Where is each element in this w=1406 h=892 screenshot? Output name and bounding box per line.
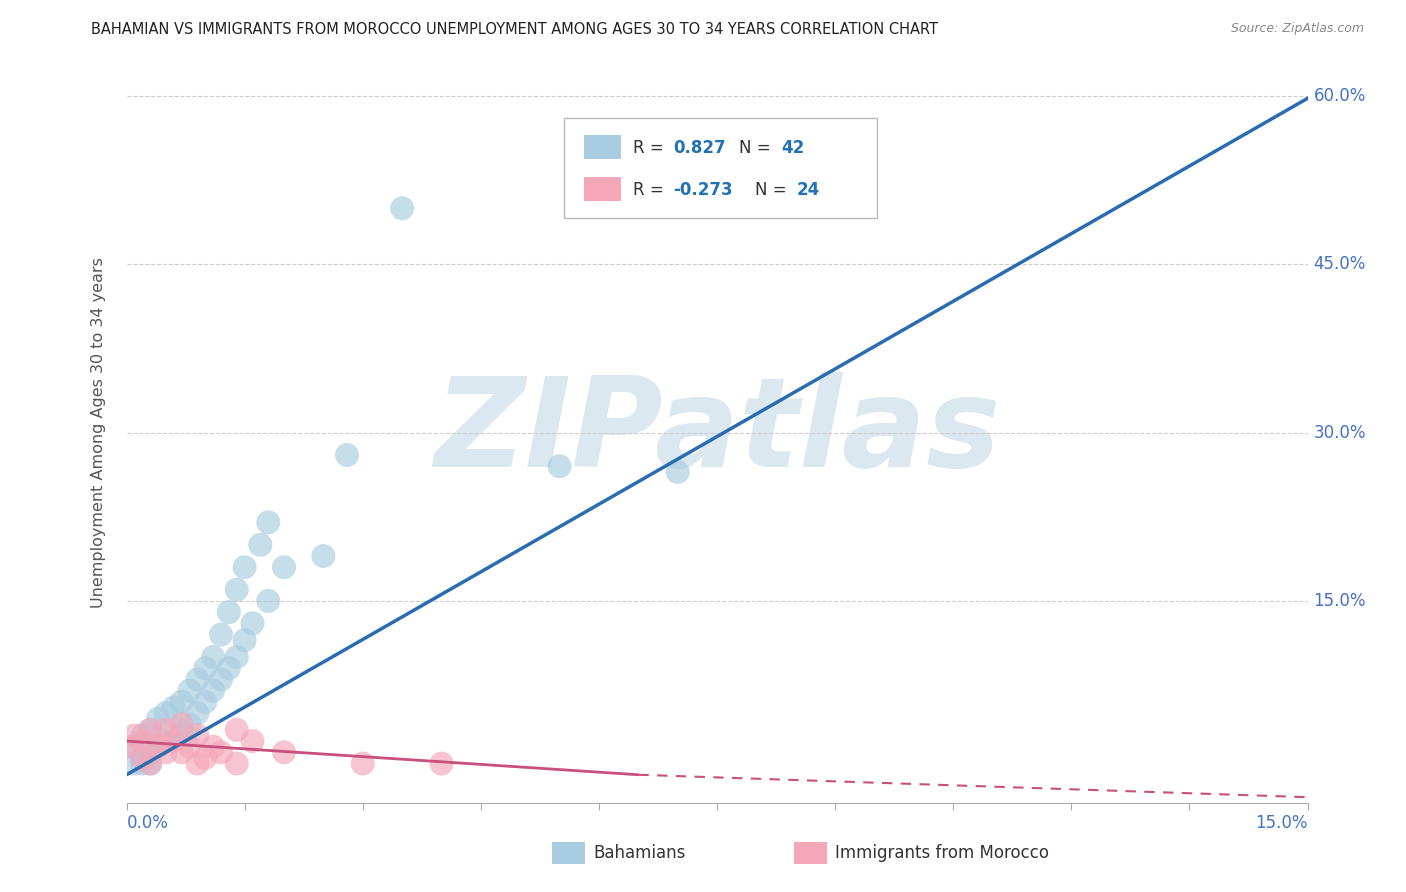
- Point: [146, 739, 169, 754]
- Point: [170, 745, 193, 759]
- Point: [146, 712, 169, 726]
- Point: [336, 448, 359, 462]
- Point: [146, 739, 169, 754]
- Point: [186, 706, 208, 720]
- Point: [155, 745, 177, 759]
- Point: [194, 695, 217, 709]
- Text: ZIPatlas: ZIPatlas: [434, 372, 1000, 493]
- Point: [209, 745, 232, 759]
- FancyBboxPatch shape: [583, 135, 621, 159]
- Point: [273, 560, 295, 574]
- Point: [163, 729, 186, 743]
- Point: [179, 739, 201, 754]
- Point: [131, 751, 153, 765]
- Point: [225, 756, 247, 771]
- Point: [233, 560, 256, 574]
- Point: [666, 465, 689, 479]
- Point: [179, 683, 201, 698]
- Point: [131, 734, 153, 748]
- Point: [209, 627, 232, 641]
- Point: [163, 700, 186, 714]
- Point: [430, 756, 453, 771]
- Point: [139, 756, 162, 771]
- Point: [242, 734, 264, 748]
- Point: [131, 756, 153, 771]
- Text: 0.0%: 0.0%: [127, 814, 169, 832]
- Point: [115, 739, 138, 754]
- Point: [257, 516, 280, 530]
- Point: [391, 201, 413, 215]
- Text: R =: R =: [633, 181, 669, 199]
- Point: [155, 723, 177, 737]
- Point: [202, 650, 225, 665]
- Point: [179, 717, 201, 731]
- Point: [163, 734, 186, 748]
- Point: [312, 549, 335, 563]
- Point: [124, 756, 146, 771]
- Point: [155, 706, 177, 720]
- Point: [273, 745, 295, 759]
- Point: [186, 729, 208, 743]
- Point: [186, 673, 208, 687]
- Text: R =: R =: [633, 138, 669, 157]
- Point: [233, 633, 256, 648]
- Text: N =: N =: [755, 181, 792, 199]
- Text: 0.827: 0.827: [673, 138, 725, 157]
- Text: BAHAMIAN VS IMMIGRANTS FROM MOROCCO UNEMPLOYMENT AMONG AGES 30 TO 34 YEARS CORRE: BAHAMIAN VS IMMIGRANTS FROM MOROCCO UNEM…: [91, 22, 938, 37]
- Text: -0.273: -0.273: [673, 181, 733, 199]
- Point: [218, 661, 240, 675]
- Point: [155, 734, 177, 748]
- Point: [202, 739, 225, 754]
- Text: Bahamians: Bahamians: [593, 844, 686, 863]
- Text: 15.0%: 15.0%: [1256, 814, 1308, 832]
- Text: 24: 24: [796, 181, 820, 199]
- Point: [139, 723, 162, 737]
- Point: [124, 739, 146, 754]
- Point: [139, 756, 162, 771]
- Text: 30.0%: 30.0%: [1313, 424, 1367, 442]
- Point: [186, 756, 208, 771]
- Text: Immigrants from Morocco: Immigrants from Morocco: [835, 844, 1049, 863]
- Point: [242, 616, 264, 631]
- Point: [352, 756, 374, 771]
- Text: 45.0%: 45.0%: [1313, 255, 1365, 273]
- Point: [139, 723, 162, 737]
- Point: [170, 723, 193, 737]
- Point: [202, 683, 225, 698]
- FancyBboxPatch shape: [564, 118, 876, 218]
- Point: [225, 582, 247, 597]
- FancyBboxPatch shape: [583, 178, 621, 201]
- FancyBboxPatch shape: [551, 842, 585, 864]
- Point: [131, 729, 153, 743]
- Point: [194, 661, 217, 675]
- Point: [194, 751, 217, 765]
- Point: [218, 605, 240, 619]
- Point: [139, 745, 162, 759]
- Point: [124, 729, 146, 743]
- Text: Source: ZipAtlas.com: Source: ZipAtlas.com: [1230, 22, 1364, 36]
- Text: N =: N =: [740, 138, 776, 157]
- Text: 42: 42: [780, 138, 804, 157]
- FancyBboxPatch shape: [794, 842, 827, 864]
- Point: [225, 723, 247, 737]
- Point: [225, 650, 247, 665]
- Point: [249, 538, 271, 552]
- Point: [257, 594, 280, 608]
- Y-axis label: Unemployment Among Ages 30 to 34 years: Unemployment Among Ages 30 to 34 years: [91, 257, 105, 608]
- Point: [548, 459, 571, 474]
- Point: [170, 695, 193, 709]
- Point: [131, 751, 153, 765]
- Text: 15.0%: 15.0%: [1313, 592, 1367, 610]
- Point: [209, 673, 232, 687]
- Text: 60.0%: 60.0%: [1313, 87, 1365, 105]
- Point: [170, 717, 193, 731]
